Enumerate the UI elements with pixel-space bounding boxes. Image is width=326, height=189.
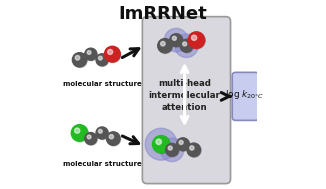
Circle shape xyxy=(176,138,189,151)
Circle shape xyxy=(145,128,177,160)
Circle shape xyxy=(187,143,200,157)
Text: multi-head
intermolecular
attention: multi-head intermolecular attention xyxy=(149,79,220,112)
Circle shape xyxy=(104,46,120,62)
FancyBboxPatch shape xyxy=(232,72,259,120)
Circle shape xyxy=(98,56,102,60)
Circle shape xyxy=(158,39,172,53)
Circle shape xyxy=(164,28,188,52)
Circle shape xyxy=(96,127,108,139)
Circle shape xyxy=(156,139,161,145)
Circle shape xyxy=(153,136,170,153)
Circle shape xyxy=(180,39,193,52)
Circle shape xyxy=(177,138,190,151)
Text: log $\mathit{k}_{20°C}$: log $\mathit{k}_{20°C}$ xyxy=(226,88,265,101)
Circle shape xyxy=(170,34,183,47)
Circle shape xyxy=(168,146,172,150)
Circle shape xyxy=(170,34,183,46)
Circle shape xyxy=(107,132,120,145)
Circle shape xyxy=(85,49,97,61)
Circle shape xyxy=(181,40,193,53)
Circle shape xyxy=(72,53,87,67)
Circle shape xyxy=(158,39,172,53)
Circle shape xyxy=(75,128,80,133)
Circle shape xyxy=(98,129,102,133)
Circle shape xyxy=(85,48,97,60)
Circle shape xyxy=(172,36,176,40)
Circle shape xyxy=(166,143,178,156)
Circle shape xyxy=(179,140,183,144)
Circle shape xyxy=(188,32,205,48)
Circle shape xyxy=(71,125,88,141)
Circle shape xyxy=(161,41,165,46)
Circle shape xyxy=(160,138,184,162)
Circle shape xyxy=(153,136,170,153)
Circle shape xyxy=(73,53,87,67)
FancyBboxPatch shape xyxy=(142,17,230,184)
Circle shape xyxy=(75,56,80,60)
Circle shape xyxy=(175,34,198,57)
Circle shape xyxy=(109,135,113,139)
Circle shape xyxy=(189,32,205,49)
Circle shape xyxy=(72,125,88,142)
Circle shape xyxy=(85,133,97,145)
Circle shape xyxy=(96,54,108,66)
Circle shape xyxy=(87,51,91,54)
Circle shape xyxy=(107,132,121,146)
Circle shape xyxy=(105,47,121,63)
Text: molecular structure: molecular structure xyxy=(63,81,141,87)
Text: molecular structure: molecular structure xyxy=(63,161,141,167)
Circle shape xyxy=(85,133,97,145)
Circle shape xyxy=(183,42,187,46)
Circle shape xyxy=(96,128,109,139)
Circle shape xyxy=(187,144,201,157)
Circle shape xyxy=(191,35,197,40)
Circle shape xyxy=(166,144,179,157)
Text: ImRRNet: ImRRNet xyxy=(119,5,207,23)
Circle shape xyxy=(87,135,91,139)
Circle shape xyxy=(96,54,109,66)
Circle shape xyxy=(190,146,194,150)
Circle shape xyxy=(108,50,113,54)
